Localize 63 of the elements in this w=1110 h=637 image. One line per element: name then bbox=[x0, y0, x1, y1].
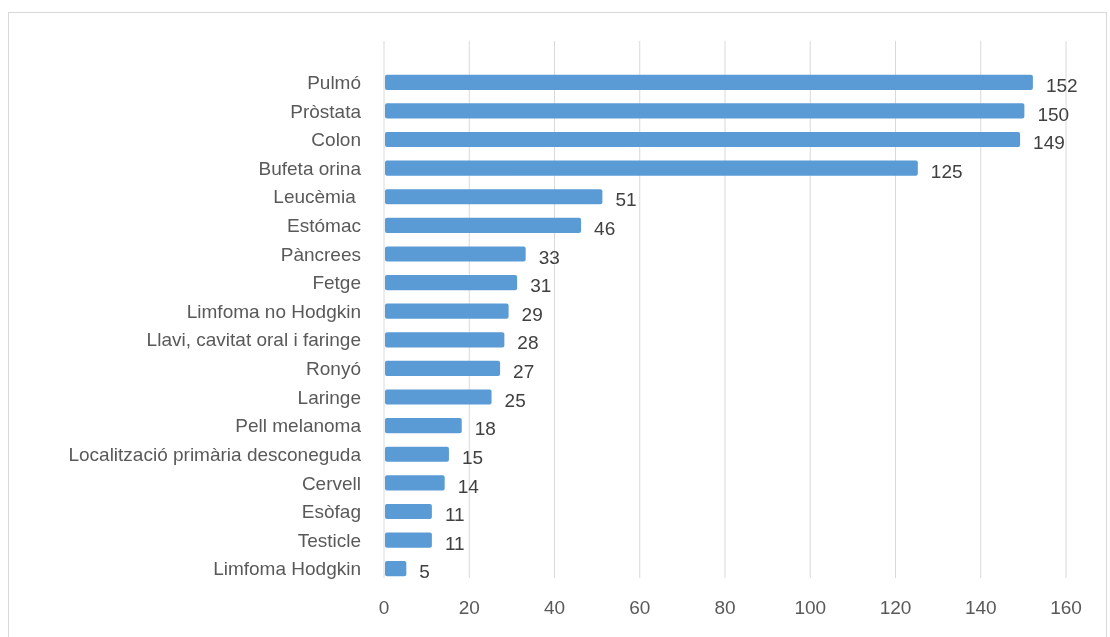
y-tick-label: Limfoma Hodgkin bbox=[213, 558, 361, 580]
data-label: 46 bbox=[594, 218, 616, 240]
data-label: 25 bbox=[504, 389, 526, 411]
y-tick-label: Estómac bbox=[287, 215, 361, 237]
x-tick-label: 140 bbox=[964, 597, 997, 618]
bar bbox=[385, 160, 918, 176]
y-tick-label: Pròstata bbox=[290, 100, 362, 122]
data-label: 31 bbox=[530, 275, 552, 297]
data-label: 51 bbox=[615, 189, 637, 211]
data-label: 14 bbox=[457, 475, 480, 497]
bar bbox=[385, 131, 1021, 148]
data-label: 150 bbox=[1037, 103, 1070, 125]
bar bbox=[385, 189, 603, 205]
x-tick-label: 160 bbox=[1050, 597, 1082, 618]
data-label: 15 bbox=[461, 446, 484, 468]
bar bbox=[385, 389, 492, 405]
y-tick-label: Laringe bbox=[297, 386, 361, 408]
data-label: 33 bbox=[538, 246, 560, 268]
y-tick-label: Bufeta orina bbox=[258, 157, 362, 179]
y-tick-label: Esòfag bbox=[301, 501, 361, 523]
bar bbox=[385, 103, 1025, 119]
y-tick-label: Leucèmia bbox=[273, 186, 361, 208]
data-label: 29 bbox=[521, 303, 543, 325]
data-label: 149 bbox=[1033, 132, 1065, 154]
data-label: 11 bbox=[444, 504, 465, 526]
data-label: 11 bbox=[444, 532, 465, 554]
y-tick-label: Localització primària desconeguda bbox=[68, 443, 362, 465]
x-tick-label: 100 bbox=[794, 597, 827, 618]
bar bbox=[385, 561, 407, 577]
y-tick-label: Llavi, cavitat oral i faringe bbox=[146, 329, 361, 351]
bar bbox=[385, 418, 462, 434]
y-tick-label: Pàncrees bbox=[280, 243, 361, 265]
data-label: 125 bbox=[930, 160, 963, 182]
bar bbox=[385, 74, 1033, 90]
bar bbox=[385, 446, 449, 462]
x-tick-label: 40 bbox=[543, 597, 566, 618]
bar bbox=[385, 360, 501, 376]
x-tick-label: 20 bbox=[458, 597, 480, 618]
bar bbox=[385, 217, 582, 233]
bar bbox=[385, 303, 509, 319]
y-tick-label: Cervell bbox=[301, 472, 361, 494]
x-tick-label: 120 bbox=[879, 597, 912, 618]
bar bbox=[385, 503, 432, 520]
x-tick-label: 60 bbox=[629, 597, 651, 618]
y-tick-label: Limfoma no Hodgkin bbox=[186, 300, 361, 322]
data-label: 27 bbox=[513, 361, 535, 383]
data-label: 152 bbox=[1045, 74, 1078, 96]
y-tick-label: Testicle bbox=[297, 529, 361, 551]
y-tick-label: Pulmó bbox=[307, 71, 361, 93]
bar bbox=[385, 275, 518, 291]
bar bbox=[385, 332, 505, 348]
y-tick-label: Colon bbox=[311, 129, 361, 151]
data-label: 18 bbox=[474, 418, 496, 440]
y-tick-label: Ronyó bbox=[306, 358, 361, 380]
data-label: 5 bbox=[419, 561, 430, 583]
x-tick-label: 0 bbox=[378, 597, 390, 618]
data-label: 28 bbox=[517, 332, 539, 354]
x-tick-label: 80 bbox=[714, 597, 736, 618]
y-tick-label: Fetge bbox=[312, 272, 361, 294]
bar bbox=[385, 246, 526, 262]
y-tick-label: Pell melanoma bbox=[235, 415, 362, 437]
bar bbox=[385, 475, 445, 491]
bar bbox=[385, 532, 432, 548]
